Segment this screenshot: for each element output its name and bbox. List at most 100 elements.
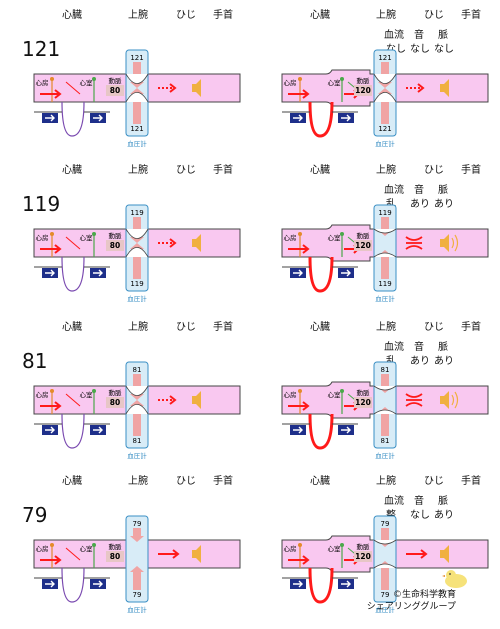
status-head-flow: 血流 (384, 30, 404, 41)
ventricle-label: 心室 (328, 544, 342, 553)
valve-arrow-icon (293, 114, 303, 122)
header-wrist: 手首 (461, 476, 481, 487)
valve-arrow-icon (45, 269, 55, 277)
atrium-label: 心房 (284, 544, 297, 553)
header-wrist: 手首 (213, 476, 233, 487)
cuff-pressure-value: 79 (22, 503, 48, 527)
atrium-label: 心房 (284, 390, 297, 399)
cuff-pressure-arrow-top (133, 217, 141, 239)
cuff-label: 血圧計 (127, 139, 147, 148)
inflow-arrow-icon (288, 401, 310, 411)
atrium-label: 心房 (36, 78, 49, 87)
cuff-reading-bottom: 121 (130, 125, 143, 133)
valve-arrow-icon (45, 114, 55, 122)
cuff-reading-bottom: 81 (133, 437, 142, 445)
atrium-marker-icon (50, 389, 54, 393)
cuff-reading-bottom: 79 (381, 591, 390, 599)
header-wrist: 手首 (461, 322, 481, 333)
speaker-icon (192, 234, 201, 252)
artery-pressure-box (354, 85, 372, 96)
header-wrist: 手首 (213, 165, 233, 176)
valve-arrow-icon (293, 580, 303, 588)
header-upper-arm: 上腕 (376, 10, 396, 21)
artery-label: 動脈 (357, 388, 371, 397)
ventricle-chamber (61, 567, 85, 603)
cuff (125, 515, 149, 603)
cuff-pressure-arrow-bottom (133, 570, 141, 590)
inflow-arrow-icon (40, 401, 62, 411)
valve-arrow-icon (341, 269, 351, 277)
sound-wave-icon (451, 237, 455, 249)
valve-arrow-icon (341, 114, 351, 122)
valve-arrow-icon (93, 114, 103, 122)
atrium-marker-icon (50, 77, 54, 81)
ventricle-chamber (308, 413, 334, 450)
speaker-icon (192, 79, 201, 97)
cuff-reading-top: 119 (130, 209, 143, 217)
atrium-label: 心房 (284, 233, 297, 242)
cuff (373, 204, 397, 292)
ventricle-chamber (61, 101, 85, 137)
cuff-reading-top: 81 (381, 366, 390, 374)
artery-pressure-value: 120 (355, 552, 371, 561)
turbulent-flow-icon (405, 402, 423, 407)
header-elbow: ひじ (176, 476, 196, 487)
sound-wave-icon (451, 394, 455, 406)
ventricle-marker-icon (92, 389, 96, 393)
status-pulse: あり (434, 510, 454, 521)
cuff-pressure-arrow-bottom (133, 92, 141, 124)
inflow-arrow-icon (288, 89, 310, 99)
turbulent-flow-icon (405, 245, 423, 250)
cuff-pressure-value: 81 (22, 349, 48, 373)
turbulent-flow-icon (405, 393, 423, 398)
artery-pressure-box (354, 240, 372, 251)
speaker-icon (192, 391, 201, 409)
status-sound: あり (410, 356, 430, 367)
turbulent-flow-icon (405, 236, 423, 241)
header-heart: 心臓 (62, 476, 82, 487)
header-elbow: ひじ (424, 165, 444, 176)
atrium-label: 心房 (36, 544, 49, 553)
ventricle-label: 心室 (80, 390, 94, 399)
artery-pressure-box (106, 551, 124, 562)
cuff-reading-bottom: 121 (378, 125, 391, 133)
ventricle-label: 心室 (80, 78, 94, 87)
artery-pressure-box (354, 551, 372, 562)
ventricle-label: 心室 (80, 544, 94, 553)
ventricle-label: 心室 (328, 78, 342, 87)
atrium-marker-icon (298, 232, 302, 236)
artery-label: 動脈 (357, 231, 371, 240)
valve-arrow-icon (45, 426, 55, 434)
header-upper-arm: 上腕 (376, 165, 396, 176)
artery-pressure-value: 120 (355, 398, 371, 407)
ventricle-marker-icon (340, 389, 344, 393)
header-wrist: 手首 (461, 165, 481, 176)
valve-arrow-icon (93, 269, 103, 277)
header-heart: 心臓 (310, 165, 330, 176)
cuff-reading-bottom: 81 (381, 437, 390, 445)
cuff-pressure-arrow-bottom (381, 411, 389, 436)
cuff-label: 血圧計 (127, 451, 147, 460)
status-head-pulse: 脈 (438, 342, 448, 353)
valve-arrow-icon (293, 269, 303, 277)
status-head-sound: 音 (414, 342, 424, 353)
status-pulse: あり (434, 199, 454, 210)
cuff-reading-top: 119 (378, 209, 391, 217)
cuff-label: 血圧計 (127, 294, 147, 303)
ventricle-chamber (61, 256, 85, 292)
ventricle-chamber (308, 101, 334, 138)
header-elbow: ひじ (424, 322, 444, 333)
header-elbow: ひじ (176, 165, 196, 176)
artery-label: 動脈 (109, 76, 123, 85)
atrium-marker-icon (50, 232, 54, 236)
ventricle-marker-icon (340, 77, 344, 81)
artery-pressure-box (106, 85, 124, 96)
artery-label: 動脈 (357, 76, 371, 85)
artery-pressure-box (106, 240, 124, 251)
header-heart: 心臓 (310, 10, 330, 21)
